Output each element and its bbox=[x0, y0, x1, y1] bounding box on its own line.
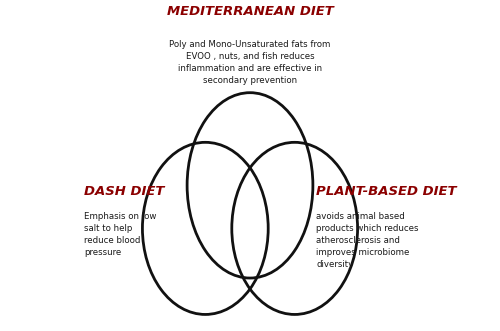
Text: Poly and Mono-Unsaturated fats from
EVOO , nuts, and fish reduces
inflammation a: Poly and Mono-Unsaturated fats from EVOO… bbox=[170, 40, 330, 85]
Text: Emphasis on low
salt to help
reduce blood
pressure: Emphasis on low salt to help reduce bloo… bbox=[84, 212, 157, 257]
Text: MEDITERRANEAN DIET: MEDITERRANEAN DIET bbox=[166, 5, 334, 18]
Text: avoids animal based
products which reduces
atherosclerosis and
improves microbio: avoids animal based products which reduc… bbox=[316, 212, 418, 269]
Text: PLANT-BASED DIET: PLANT-BASED DIET bbox=[316, 185, 456, 198]
Text: DASH DIET: DASH DIET bbox=[84, 185, 165, 198]
